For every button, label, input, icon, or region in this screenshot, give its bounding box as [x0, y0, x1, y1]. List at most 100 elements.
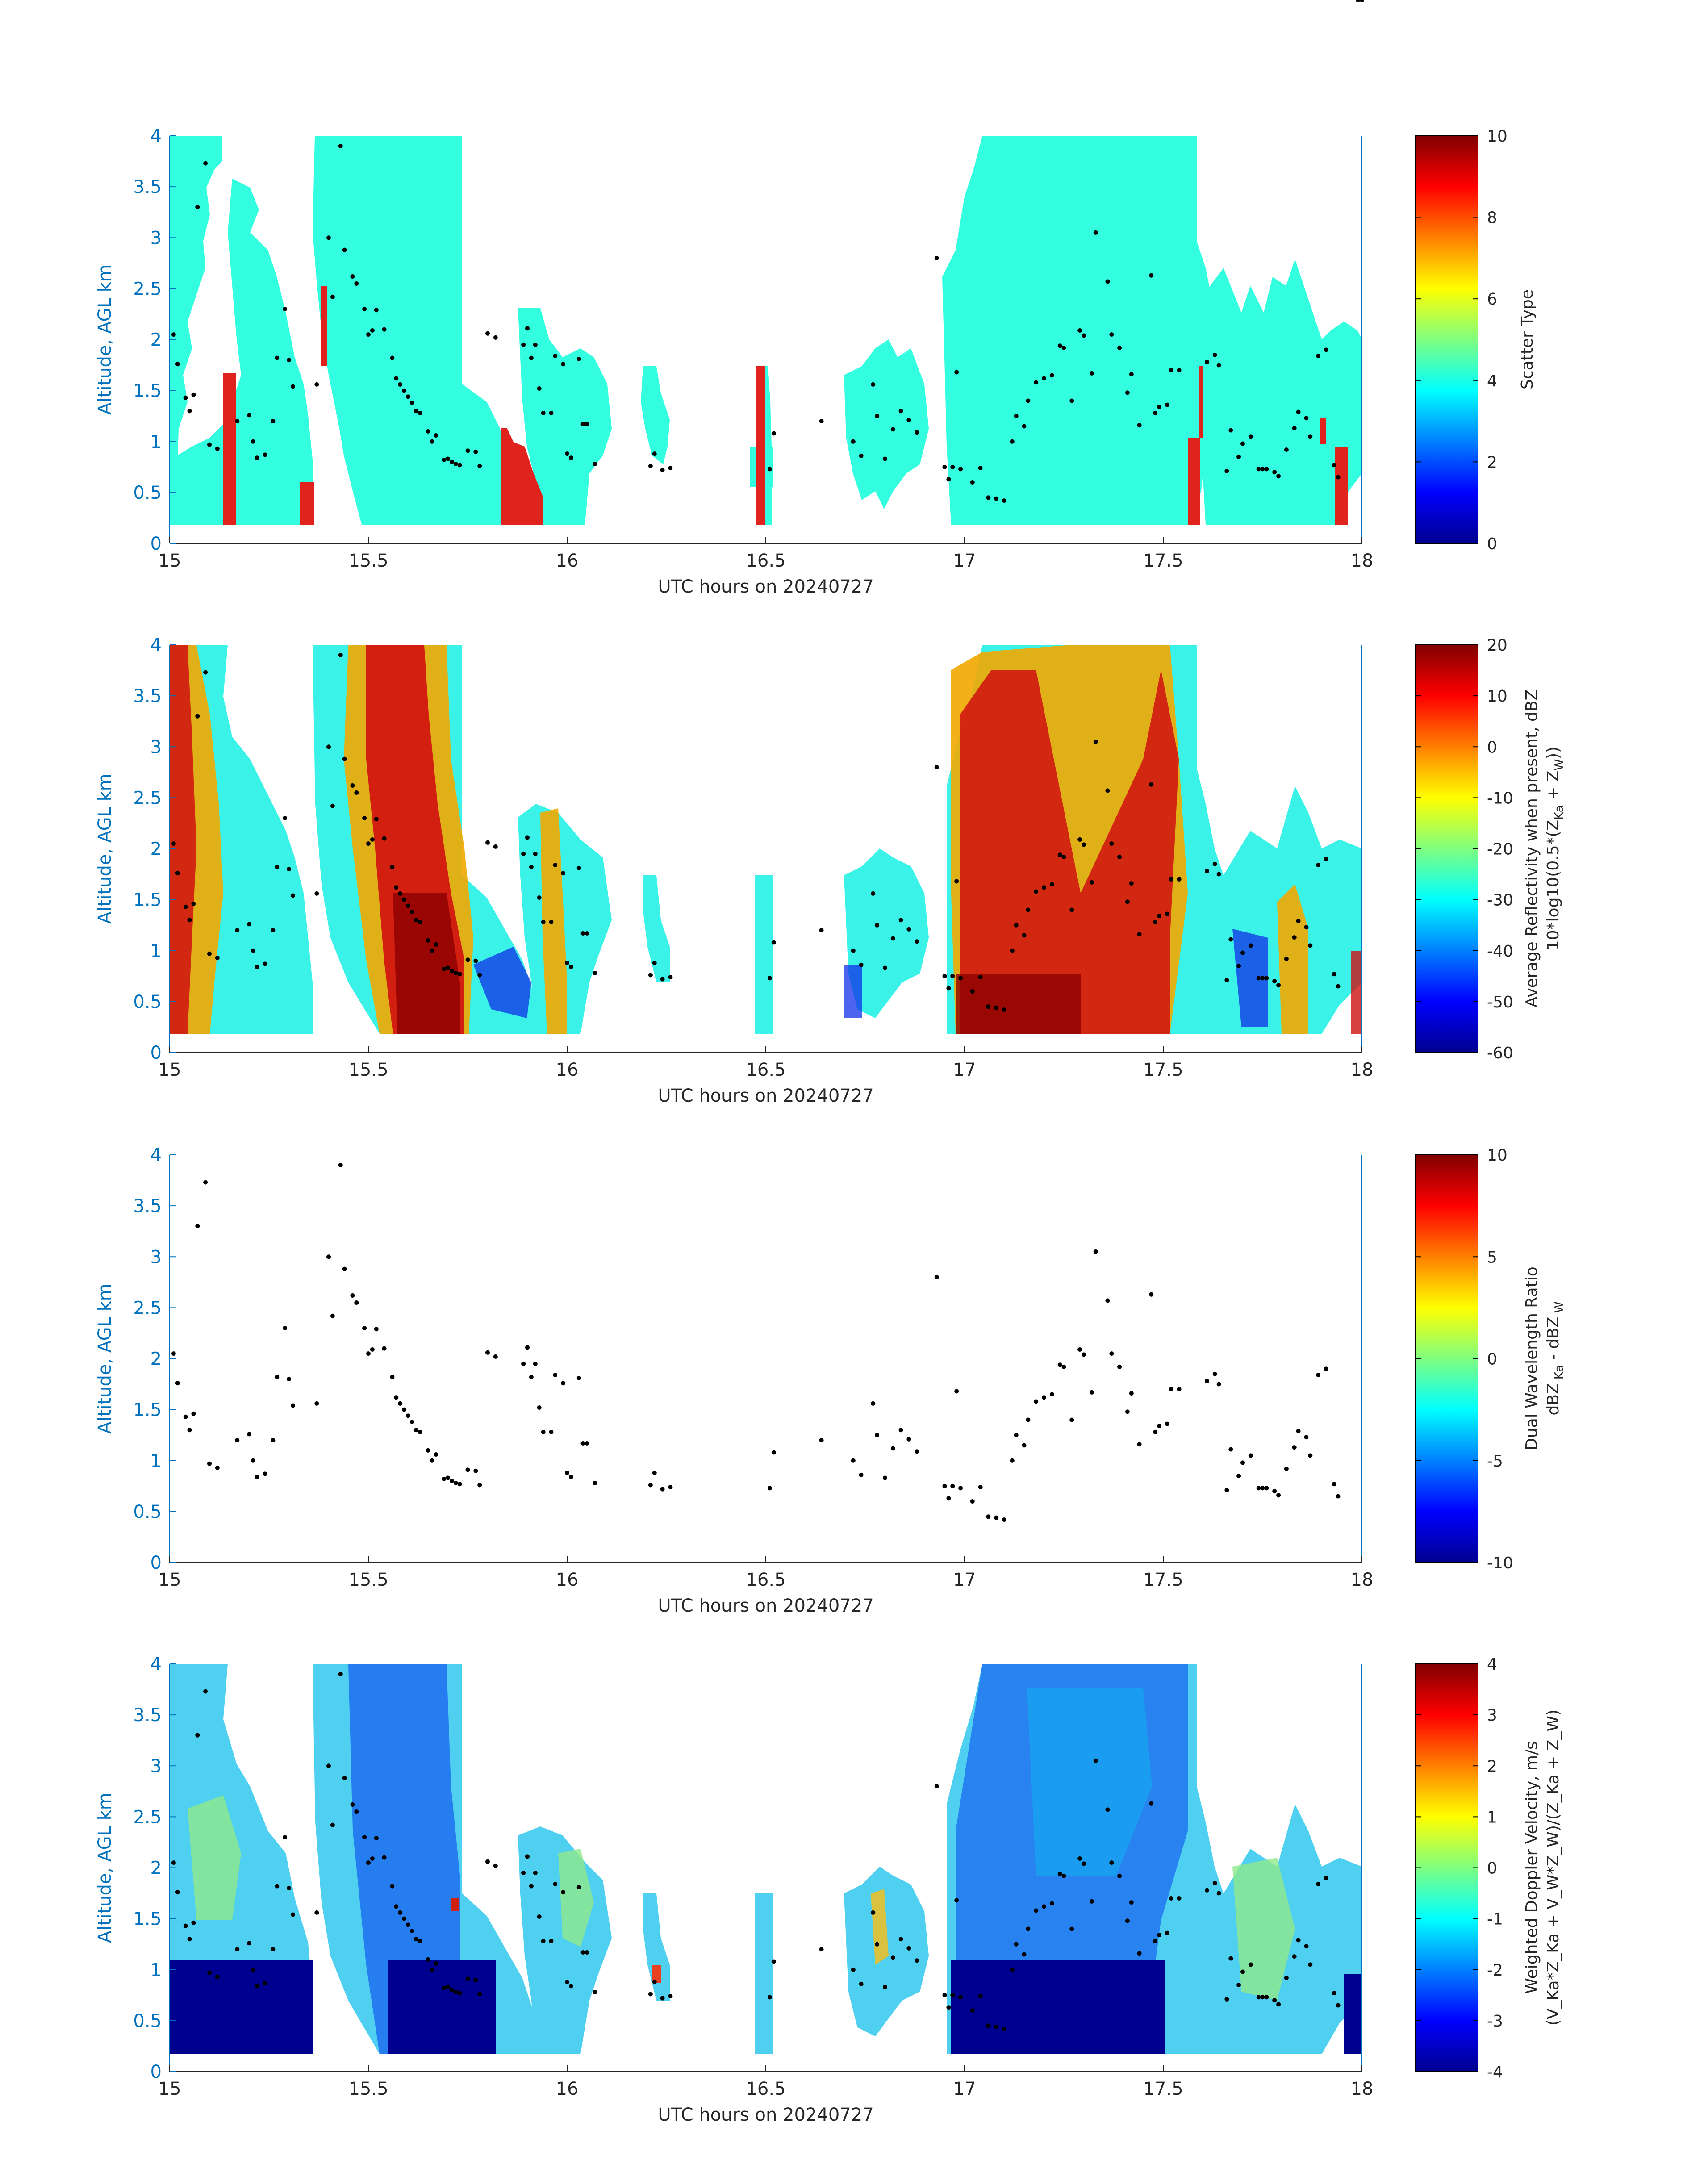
dot-marker [446, 1475, 450, 1480]
dot-marker [449, 1479, 454, 1483]
dot-marker [290, 1912, 295, 1917]
dot-marker [446, 965, 450, 970]
y-tick-label: 2 [150, 1349, 162, 1370]
dot-marker [1077, 837, 1082, 842]
y-tick-label: 3.5 [133, 1705, 162, 1726]
x-tick-label: 15.5 [348, 551, 388, 571]
dot-marker [1014, 414, 1019, 418]
dot-marker [183, 904, 188, 909]
dot-marker [247, 413, 251, 418]
dot-marker [1236, 1473, 1241, 1478]
dot-marker [1264, 467, 1269, 472]
dot-marker [1165, 402, 1169, 407]
dot-marker [413, 1937, 418, 1942]
velocity-updraft [558, 1849, 594, 1947]
colorbar-tick-label: 0 [1487, 1350, 1497, 1369]
dot-marker [215, 955, 220, 960]
dot-marker [330, 803, 335, 808]
dot-marker [1149, 273, 1154, 278]
dot-marker [946, 1496, 951, 1501]
y-tick-label: 3 [150, 228, 162, 248]
reflectivity-core [960, 670, 1179, 1034]
dot-marker [398, 1401, 403, 1406]
colorbar-tick-label: 4 [1487, 1655, 1497, 1674]
dot-marker [660, 977, 665, 982]
dot-marker [247, 1432, 251, 1437]
dot-marker [875, 1433, 880, 1437]
dot-marker [275, 1884, 280, 1889]
reflectivity-core [956, 974, 1081, 1034]
dot-marker [1105, 1298, 1110, 1303]
colorbar-scatter-type: Scatter Type 0 2 4 6 8 10 [1415, 127, 1537, 553]
dot-marker [326, 1763, 331, 1768]
dot-marker [251, 439, 255, 444]
dot-marker [413, 409, 418, 414]
dot-marker [1204, 869, 1209, 873]
colorbar-tick-label: 1 [1487, 1808, 1497, 1826]
dot-marker [350, 1802, 355, 1807]
dot-marker [660, 468, 665, 472]
x-tick-label: 16 [556, 2079, 579, 2099]
dot-marker [402, 1916, 407, 1921]
scatter-type-9-patch [1199, 366, 1203, 438]
x-tick-label: 16.5 [746, 551, 785, 571]
dot-marker [950, 464, 955, 469]
dot-marker [1042, 1904, 1046, 1909]
dot-marker [668, 1994, 673, 1999]
dot-marker [1093, 1249, 1098, 1254]
dot-marker [485, 840, 490, 845]
dot-marker [906, 418, 911, 422]
dot-marker [890, 1955, 895, 1960]
dot-marker [374, 1327, 379, 1332]
dot-marker [477, 1992, 482, 1997]
dot-marker [1236, 1982, 1241, 1987]
dot-marker [1014, 1942, 1019, 1947]
dot-marker [1177, 1896, 1182, 1901]
y-tick-label: 0 [150, 1043, 162, 1063]
x-tick-label: 15 [159, 2079, 181, 2099]
echo-region [518, 308, 612, 525]
x-tick-label: 15 [159, 1570, 181, 1590]
dot-marker [1082, 1861, 1086, 1866]
y-tick-label: 3 [150, 1247, 162, 1267]
dot-marker [537, 895, 542, 900]
axes: 15 15.5 16 16.5 17 17.5 18 0 0.5 1 1.5 2 2.5 3 3.5 4 UTC… [95, 126, 1373, 597]
dot-marker [1228, 937, 1233, 942]
dot-marker [537, 1914, 542, 1919]
dot-marker [533, 342, 538, 347]
dot-marker [898, 1937, 903, 1942]
y-tick-label: 0.5 [133, 483, 162, 503]
dot-marker [1236, 454, 1241, 459]
dot-marker [449, 460, 454, 464]
dot-marker [215, 1465, 220, 1470]
scatter-type-9-patch [756, 366, 765, 525]
y-tick-label: 4 [150, 1145, 162, 1166]
dot-marker [851, 439, 856, 444]
dot-marker [1026, 398, 1031, 403]
dot-marker [409, 1420, 414, 1425]
dot-marker [1260, 976, 1265, 981]
dot-marker [1260, 1486, 1265, 1491]
dot-marker [409, 910, 414, 915]
x-tick-label: 16.5 [746, 1060, 785, 1080]
y-tick-label: 1.5 [133, 1909, 162, 1930]
dot-marker [263, 961, 267, 966]
dot-marker [660, 1487, 665, 1492]
dot-marker [954, 370, 959, 375]
y-tick-label: 1.5 [133, 1400, 162, 1421]
dot-marker [171, 1351, 176, 1356]
dot-marker [1153, 1939, 1158, 1943]
dot-marker [1089, 371, 1094, 376]
dot-marker [767, 467, 772, 472]
velocity-surface-band [170, 1960, 313, 2054]
panel-dual-wavelength-ratio: 15 15.5 16 16.5 17 17.5 1800.511.522.533.54UTC… [95, 0, 1566, 1616]
dot-marker [215, 446, 220, 451]
x-tick-label: 18 [1351, 551, 1374, 571]
dot-marker [561, 1381, 566, 1386]
dot-marker [275, 355, 280, 360]
dot-marker [1316, 354, 1321, 359]
axes: 15 15.5 16 16.5 17 17.5 18 0 0.5 1 1.5 2 2.5 3 3.5 4 UTC… [95, 1145, 1373, 1616]
colorbar-tick-label: 20 [1487, 636, 1508, 655]
dot-marker [195, 1224, 200, 1228]
